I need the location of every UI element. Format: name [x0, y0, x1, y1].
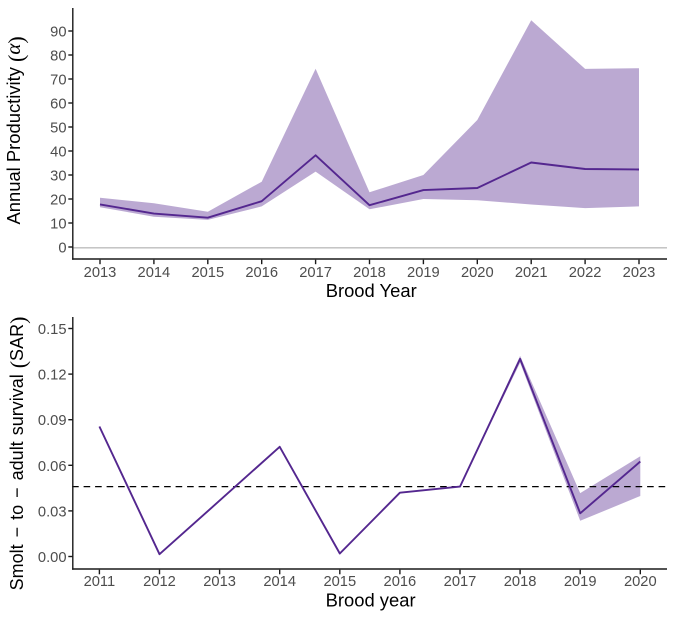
svg-text:2014: 2014: [138, 265, 171, 281]
svg-text:2022: 2022: [569, 265, 602, 281]
svg-text:2013: 2013: [84, 265, 117, 281]
svg-text:2016: 2016: [245, 265, 278, 281]
svg-text:Smolt − to − adult survival (S: Smolt − to − adult survival (SAR): [6, 317, 31, 591]
svg-text:2018: 2018: [504, 574, 537, 590]
svg-text:2020: 2020: [461, 265, 494, 281]
svg-text:Brood year: Brood year: [326, 589, 416, 610]
svg-text:2020: 2020: [624, 574, 657, 590]
svg-text:80: 80: [50, 49, 66, 65]
svg-text:2015: 2015: [191, 265, 224, 281]
svg-text:90: 90: [50, 25, 66, 41]
svg-text:60: 60: [50, 97, 66, 113]
svg-text:40: 40: [50, 145, 66, 161]
svg-text:10: 10: [50, 217, 66, 233]
svg-text:2014: 2014: [263, 574, 296, 590]
svg-text:2021: 2021: [515, 265, 548, 281]
svg-text:20: 20: [50, 193, 66, 209]
svg-text:2018: 2018: [353, 265, 386, 281]
svg-text:50: 50: [50, 121, 66, 137]
svg-text:0: 0: [58, 241, 66, 257]
svg-text:0.15: 0.15: [38, 322, 67, 338]
svg-text:Annual Productivity (α): Annual Productivity (α): [1, 36, 28, 224]
svg-text:2016: 2016: [384, 574, 417, 590]
svg-text:2023: 2023: [623, 265, 656, 281]
svg-text:Brood Year: Brood Year: [326, 280, 417, 301]
svg-text:2019: 2019: [564, 574, 597, 590]
svg-text:2015: 2015: [323, 574, 356, 590]
svg-text:0.03: 0.03: [38, 504, 67, 520]
svg-text:2019: 2019: [407, 265, 440, 281]
svg-text:0.12: 0.12: [38, 368, 67, 384]
svg-text:2011: 2011: [84, 574, 116, 590]
svg-text:2017: 2017: [299, 265, 332, 281]
svg-text:30: 30: [50, 169, 66, 185]
svg-text:2012: 2012: [143, 574, 176, 590]
svg-text:0.00: 0.00: [38, 550, 67, 566]
svg-text:2017: 2017: [444, 574, 477, 590]
svg-text:70: 70: [50, 73, 66, 89]
svg-text:2013: 2013: [203, 574, 236, 590]
svg-text:0.09: 0.09: [38, 413, 67, 429]
svg-text:0.06: 0.06: [38, 459, 67, 475]
